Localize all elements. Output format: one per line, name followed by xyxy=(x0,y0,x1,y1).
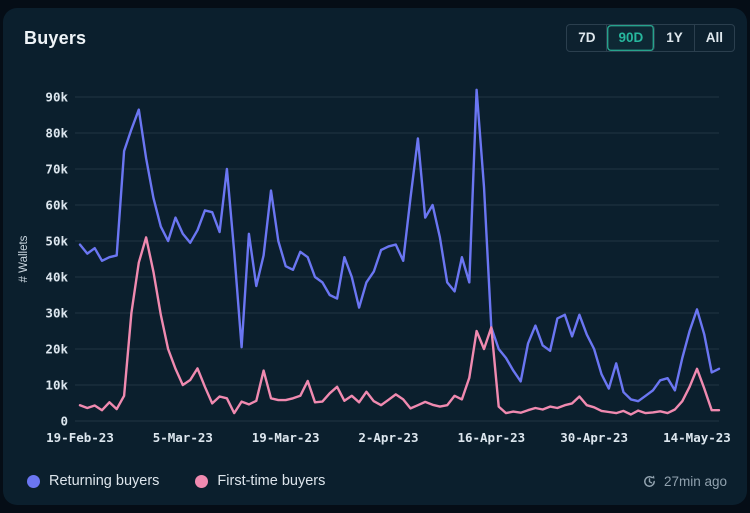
y-tick-label: 80k xyxy=(45,126,68,141)
panel-footer: Returning buyers First-time buyers 27min … xyxy=(27,470,727,492)
legend-label: Returning buyers xyxy=(49,473,160,489)
range-button-all[interactable]: All xyxy=(695,25,734,51)
x-tick-label: 19-Mar-23 xyxy=(252,430,320,445)
y-tick-label: 30k xyxy=(45,306,68,321)
x-tick-label: 2-Apr-23 xyxy=(358,430,418,445)
y-tick-label: 60k xyxy=(45,198,68,213)
y-tick-label: 10k xyxy=(45,378,68,393)
y-tick-label: 70k xyxy=(45,162,68,177)
buyers-panel: Buyers 7D 90D 1Y All 0 10k 20k 30k 40k 50k 60k 70k… xyxy=(3,8,747,505)
y-tick-label: 90k xyxy=(45,90,68,105)
x-tick-label: 30-Apr-23 xyxy=(560,430,628,445)
y-tick-label: 20k xyxy=(45,342,68,357)
y-axis-title: # Wallets xyxy=(18,235,30,282)
last-updated: 27min ago xyxy=(642,474,727,489)
legend-dot xyxy=(195,474,209,488)
range-button-1y[interactable]: 1Y xyxy=(655,25,695,51)
series-line-returning-buyers xyxy=(78,88,721,403)
y-tick-label: 40k xyxy=(45,270,68,285)
series-line-first-time-buyers xyxy=(78,236,721,416)
refresh-clock-icon xyxy=(642,474,657,489)
buyers-chart[interactable]: 0 10k 20k 30k 40k 50k 60k 70k 80k 90k 19-Feb-23 5-M… xyxy=(3,8,747,458)
range-button-90d[interactable]: 90D xyxy=(607,25,656,51)
legend-item-returning-buyers[interactable]: Returning buyers xyxy=(27,473,159,489)
chart-legend: Returning buyers First-time buyers xyxy=(27,473,325,489)
time-range-selector: 7D 90D 1Y All xyxy=(566,24,735,52)
panel-header: Buyers 7D 90D 1Y All xyxy=(24,22,735,54)
legend-item-first-time-buyers[interactable]: First-time buyers xyxy=(195,473,325,489)
x-tick-label: 14-May-23 xyxy=(663,430,731,445)
range-button-7d[interactable]: 7D xyxy=(567,25,608,51)
x-tick-label: 16-Apr-23 xyxy=(457,430,525,445)
page-title: Buyers xyxy=(24,27,87,48)
x-tick-label: 19-Feb-23 xyxy=(46,430,114,445)
legend-label: First-time buyers xyxy=(217,473,326,489)
last-updated-text: 27min ago xyxy=(663,473,727,489)
y-tick-label: 50k xyxy=(45,234,68,249)
y-tick-label: 0 xyxy=(60,414,68,429)
legend-dot xyxy=(27,474,40,488)
x-tick-label: 5-Mar-23 xyxy=(153,430,213,445)
